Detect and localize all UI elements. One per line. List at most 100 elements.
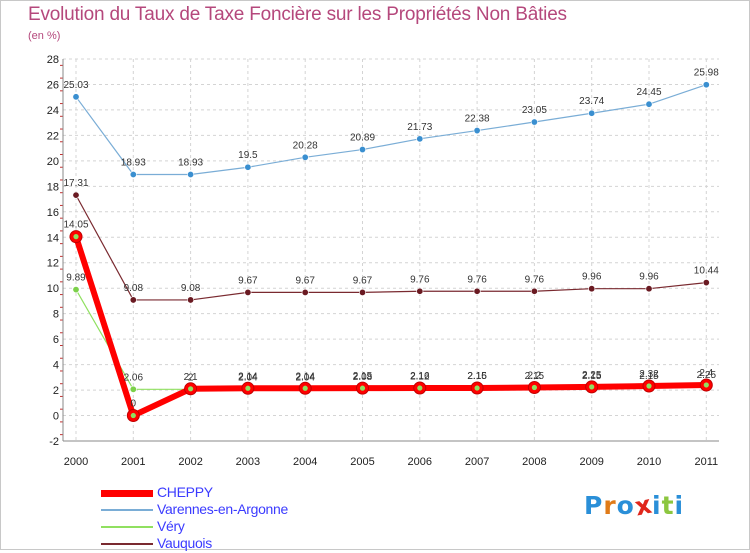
data-point-inner-cheppy bbox=[474, 385, 480, 391]
x-tick-label: 2001 bbox=[121, 456, 145, 468]
data-point-vauquois bbox=[645, 285, 653, 293]
legend-label: Vauquois bbox=[157, 535, 212, 551]
data-point-inner-cheppy bbox=[245, 385, 251, 391]
legend-swatch bbox=[101, 489, 153, 497]
x-tick-label: 2004 bbox=[293, 456, 317, 468]
data-point-varennes-en-argonne bbox=[588, 109, 596, 117]
data-point-varennes-en-argonne bbox=[129, 170, 137, 178]
data-label-vauquois: 9.67 bbox=[238, 275, 258, 286]
x-tick-label: 2006 bbox=[408, 456, 432, 468]
data-label-vauquois: 9.76 bbox=[410, 274, 430, 285]
data-label-very: 2.04 bbox=[295, 373, 315, 384]
data-label-cheppy: 2.16 bbox=[467, 371, 487, 382]
chart-subtitle: (en %) bbox=[28, 30, 61, 42]
x-tick-label: 2011 bbox=[694, 456, 718, 468]
data-label-very: 2.15 bbox=[525, 371, 545, 382]
y-tick-label: 16 bbox=[47, 207, 59, 219]
y-tick-label: 22 bbox=[47, 130, 59, 142]
data-label-vauquois: 9.08 bbox=[181, 283, 201, 294]
data-point-inner-cheppy bbox=[73, 234, 79, 240]
data-point-vauquois bbox=[301, 288, 309, 296]
data-label-vauquois: 9.96 bbox=[639, 272, 659, 283]
series-line-vauquois bbox=[75, 194, 707, 301]
y-tick-label: -2 bbox=[49, 436, 59, 448]
data-point-varennes-en-argonne bbox=[645, 100, 653, 108]
data-point-vauquois bbox=[702, 279, 710, 287]
data-label-vauquois: 9.67 bbox=[353, 275, 373, 286]
data-label-cheppy: 2.15 bbox=[353, 371, 373, 382]
y-tick-label: 20 bbox=[47, 156, 59, 168]
data-point-inner-cheppy bbox=[703, 382, 709, 388]
data-label-varennes-en-argonne: 23.74 bbox=[579, 96, 604, 107]
data-point-varennes-en-argonne bbox=[72, 93, 80, 101]
data-label-varennes-en-argonne: 20.28 bbox=[293, 140, 318, 151]
x-tick-label: 2003 bbox=[236, 456, 260, 468]
data-point-varennes-en-argonne bbox=[473, 127, 481, 135]
data-point-varennes-en-argonne bbox=[187, 170, 195, 178]
data-point-vauquois bbox=[416, 287, 424, 295]
data-label-cheppy: 2.25 bbox=[582, 370, 602, 381]
data-label-very: 9.89 bbox=[66, 273, 86, 284]
data-point-inner-cheppy bbox=[417, 385, 423, 391]
x-tick-label: 2007 bbox=[465, 456, 489, 468]
data-label-vauquois: 9.96 bbox=[582, 272, 602, 283]
y-tick-label: 14 bbox=[47, 232, 59, 244]
data-label-very: 2.15 bbox=[467, 371, 487, 382]
x-tick-label: 2008 bbox=[522, 456, 546, 468]
data-label-cheppy: 2.32 bbox=[639, 369, 659, 380]
data-point-vauquois bbox=[187, 296, 195, 304]
data-label-varennes-en-argonne: 24.45 bbox=[636, 87, 661, 98]
data-label-varennes-en-argonne: 18.93 bbox=[178, 157, 203, 168]
data-point-inner-cheppy bbox=[531, 384, 538, 391]
data-point-very bbox=[72, 286, 80, 294]
y-tick-label: 28 bbox=[47, 54, 59, 66]
x-tick-label: 2002 bbox=[178, 456, 202, 468]
data-label-cheppy: 2.4 bbox=[699, 368, 713, 379]
data-point-varennes-en-argonne bbox=[416, 135, 424, 143]
data-label-varennes-en-argonne: 20.89 bbox=[350, 133, 375, 144]
series-line-cheppy bbox=[73, 235, 707, 419]
data-point-vauquois bbox=[588, 285, 596, 293]
legend-swatch bbox=[101, 509, 153, 511]
data-label-cheppy: 2.2 bbox=[527, 371, 541, 382]
x-tick-label: 2000 bbox=[64, 456, 88, 468]
data-label-cheppy: 2.1 bbox=[184, 372, 198, 383]
data-point-varennes-en-argonne bbox=[301, 153, 309, 161]
data-label-vauquois: 9.76 bbox=[525, 274, 545, 285]
data-label-vauquois: 10.44 bbox=[694, 266, 719, 277]
series-line-varennes-en-argonne bbox=[75, 84, 707, 176]
data-label-cheppy: 2.16 bbox=[410, 371, 430, 382]
legend-label: Varennes-en-Argonne bbox=[157, 501, 289, 517]
data-label-vauquois: 17.31 bbox=[63, 178, 88, 189]
data-point-inner-cheppy bbox=[130, 412, 136, 419]
data-point-vauquois bbox=[473, 287, 481, 295]
data-label-varennes-en-argonne: 25.03 bbox=[63, 80, 88, 91]
data-label-very: 2.06 bbox=[124, 372, 144, 383]
data-label-varennes-en-argonne: 22.38 bbox=[465, 114, 490, 125]
data-label-very: 2.12 bbox=[410, 372, 430, 383]
data-point-vauquois bbox=[530, 287, 538, 295]
y-tick-label: 4 bbox=[53, 360, 59, 372]
data-label-varennes-en-argonne: 21.73 bbox=[407, 122, 432, 133]
data-point-vauquois bbox=[358, 288, 366, 296]
legend-swatch bbox=[101, 526, 153, 528]
data-label-varennes-en-argonne: 23.05 bbox=[522, 105, 547, 116]
data-point-vauquois bbox=[244, 288, 252, 296]
data-label-very: 2 bbox=[188, 372, 194, 383]
data-label-very: 2.04 bbox=[238, 373, 258, 384]
data-label-vauquois: 9.67 bbox=[295, 275, 315, 286]
data-point-inner-cheppy bbox=[646, 383, 652, 389]
data-point-vauquois bbox=[72, 191, 80, 199]
data-label-cheppy: 2.14 bbox=[295, 371, 315, 382]
x-tick-label: 2005 bbox=[350, 456, 374, 468]
legend-label: CHEPPY bbox=[157, 484, 213, 500]
series-lines bbox=[69, 81, 713, 423]
y-tick-label: 0 bbox=[53, 411, 59, 423]
y-tick-label: 18 bbox=[47, 181, 59, 193]
data-label-very: 2.25 bbox=[697, 370, 717, 381]
data-labels: 25.03 18.93 18.93 19.5 20.28 20.89 21.73 22.38 2… bbox=[63, 68, 719, 410]
data-label-varennes-en-argonne: 19.5 bbox=[238, 150, 258, 161]
data-label-cheppy: 2.14 bbox=[238, 371, 258, 382]
y-tick-label: 10 bbox=[47, 283, 59, 295]
